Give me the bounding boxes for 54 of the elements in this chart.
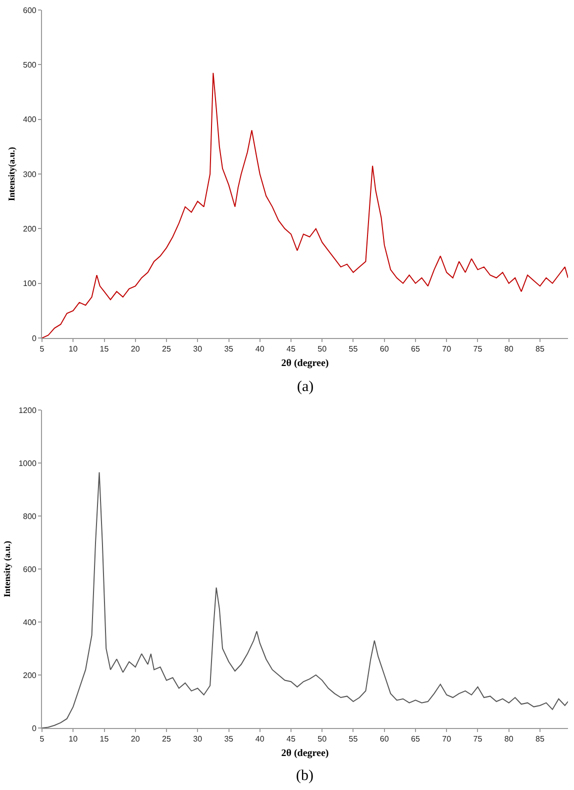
x-tick-label: 80 <box>504 344 514 354</box>
x-tick-label: 20 <box>130 344 140 354</box>
x-tick-label: 10 <box>68 344 78 354</box>
text: (b) <box>296 768 314 784</box>
x-tick-label: 5 <box>40 344 45 354</box>
y-tick-label: 600 <box>23 564 37 574</box>
y-tick-label: 0 <box>32 334 37 343</box>
x-tick-label: 55 <box>348 344 358 354</box>
x-axis-title: 2θ (degree) <box>281 748 329 760</box>
x-tick-label: 85 <box>536 344 545 354</box>
x-tick-label: 55 <box>348 734 358 744</box>
x-tick-label: 85 <box>536 734 545 744</box>
x-tick-label: 45 <box>286 734 296 744</box>
x-tick-label: 65 <box>411 344 420 354</box>
x-tick-label: 35 <box>224 344 234 354</box>
y-axis-title: Intensity (a.u.) <box>2 540 12 598</box>
y-tick-label: 100 <box>23 279 37 288</box>
x-tick-label: 40 <box>255 344 265 354</box>
x-tick-label: 50 <box>318 344 328 354</box>
x-tick-label: 60 <box>380 344 390 354</box>
y-tick-label: 1200 <box>18 406 37 415</box>
x-tick-label: 10 <box>68 734 78 744</box>
y-tick-label: 400 <box>23 115 37 124</box>
y-tick-label: 300 <box>23 170 37 179</box>
x-tick-label: 30 <box>193 734 203 744</box>
y-tick-label: 800 <box>23 512 37 521</box>
x-tick-label: 25 <box>162 734 172 744</box>
x-tick-label: 80 <box>504 734 514 744</box>
x-tick-label: 30 <box>193 344 203 354</box>
x-tick-label: 75 <box>473 344 483 354</box>
x-tick-label: 35 <box>224 734 234 744</box>
x-tick-label: 45 <box>286 344 296 354</box>
x-tick-label: 15 <box>100 344 110 354</box>
x-tick-label: 70 <box>442 344 452 354</box>
y-tick-label: 200 <box>23 224 37 234</box>
y-axis-title: Intensity(a.u.) <box>6 146 16 202</box>
x-axis-title: 2θ (degree) <box>281 358 329 370</box>
x-tick-label: 70 <box>442 734 452 744</box>
x-tick-label: 60 <box>380 734 390 744</box>
x-tick-label: 15 <box>100 734 110 744</box>
x-tick-label: 5 <box>40 734 45 744</box>
x-tick-label: 40 <box>255 734 265 744</box>
y-tick-label: 200 <box>23 670 37 680</box>
y-tick-label: 500 <box>23 60 37 70</box>
x-tick-label: 75 <box>473 734 483 744</box>
x-tick-label: 65 <box>411 734 420 744</box>
text: (a) <box>297 379 314 395</box>
x-tick-label: 25 <box>162 344 172 354</box>
x-tick-label: 50 <box>318 734 328 744</box>
y-tick-label: 0 <box>32 724 37 733</box>
y-tick-label: 600 <box>23 6 37 15</box>
x-tick-label: 20 <box>130 734 140 744</box>
y-tick-label: 400 <box>23 618 37 627</box>
y-tick-label: 1000 <box>18 458 37 468</box>
